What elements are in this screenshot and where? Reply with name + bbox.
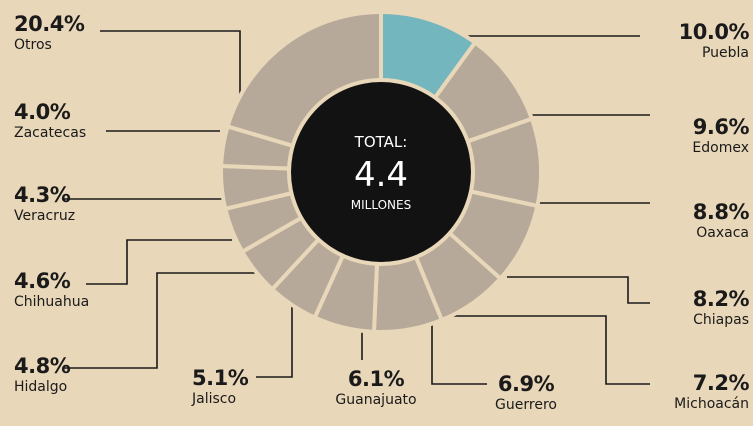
center-total-unit: MILLONES bbox=[351, 198, 411, 212]
donut-ring bbox=[219, 9, 543, 334]
slice-value: 4.6% bbox=[14, 269, 71, 293]
slice-name: Oaxaca bbox=[696, 225, 749, 241]
slice-name: Zacatecas bbox=[14, 125, 87, 141]
slice-value: 7.2% bbox=[692, 371, 750, 395]
slice-label-otros: 20.4% Otros bbox=[14, 12, 85, 53]
slice-label-guanajuato: 6.1% Guanajuato bbox=[323, 367, 429, 408]
slice-value: 4.0% bbox=[14, 100, 71, 124]
slice-label-puebla: 10.0% Puebla bbox=[678, 20, 750, 61]
slice-label-chihuahua: 4.6% Chihuahua bbox=[14, 269, 90, 310]
slice-value: 20.4% bbox=[14, 12, 85, 36]
leader-line bbox=[64, 272, 262, 369]
slice-name: Puebla bbox=[701, 45, 749, 61]
leader-line bbox=[507, 276, 650, 304]
slice-label-michoacan: 7.2% Michoacán bbox=[674, 371, 750, 412]
slice-label-hidalgo: 4.8% Hidalgo bbox=[14, 354, 71, 395]
slice-name: Guanajuato bbox=[335, 392, 417, 408]
center-disc bbox=[291, 82, 471, 262]
slice-label-veracruz: 4.3% Veracruz bbox=[14, 183, 76, 224]
slice-value: 10.0% bbox=[678, 20, 750, 44]
slice-label-zacatecas: 4.0% Zacatecas bbox=[14, 100, 87, 141]
donut-slice-otros bbox=[225, 9, 383, 149]
center-total-value: 4.4 bbox=[354, 155, 408, 195]
slice-name: Hidalgo bbox=[14, 379, 68, 395]
slice-label-guerrero: 6.9% Guerrero bbox=[484, 372, 568, 413]
slice-value: 8.8% bbox=[692, 200, 750, 224]
slice-name: Chiapas bbox=[693, 312, 749, 328]
slice-name: Chihuahua bbox=[14, 294, 90, 310]
slice-name: Guerrero bbox=[495, 397, 557, 413]
slice-label-oaxaca: 8.8% Oaxaca bbox=[692, 200, 750, 241]
slice-value: 8.2% bbox=[692, 287, 750, 311]
slice-value: 5.1% bbox=[192, 366, 249, 390]
slice-value: 6.9% bbox=[497, 372, 555, 396]
center-total-label: TOTAL: bbox=[354, 133, 408, 151]
leader-line bbox=[100, 30, 241, 98]
slice-label-chiapas: 8.2% Chiapas bbox=[692, 287, 750, 328]
leader-line bbox=[256, 305, 293, 378]
slice-name: Veracruz bbox=[14, 208, 76, 224]
slice-value: 9.6% bbox=[692, 115, 750, 139]
slice-name: Jalisco bbox=[192, 391, 237, 407]
slice-name: Michoacán bbox=[674, 396, 749, 412]
slice-name: Edomex bbox=[692, 140, 749, 156]
slice-name: Otros bbox=[14, 37, 52, 53]
slice-label-jalisco: 5.1% Jalisco bbox=[192, 366, 249, 407]
slice-value: 6.1% bbox=[347, 367, 405, 391]
leader-line bbox=[86, 239, 232, 285]
slice-value: 4.3% bbox=[14, 183, 71, 207]
leader-line bbox=[445, 315, 650, 385]
slice-label-edomex: 9.6% Edomex bbox=[692, 115, 750, 156]
slice-value: 4.8% bbox=[14, 354, 71, 378]
